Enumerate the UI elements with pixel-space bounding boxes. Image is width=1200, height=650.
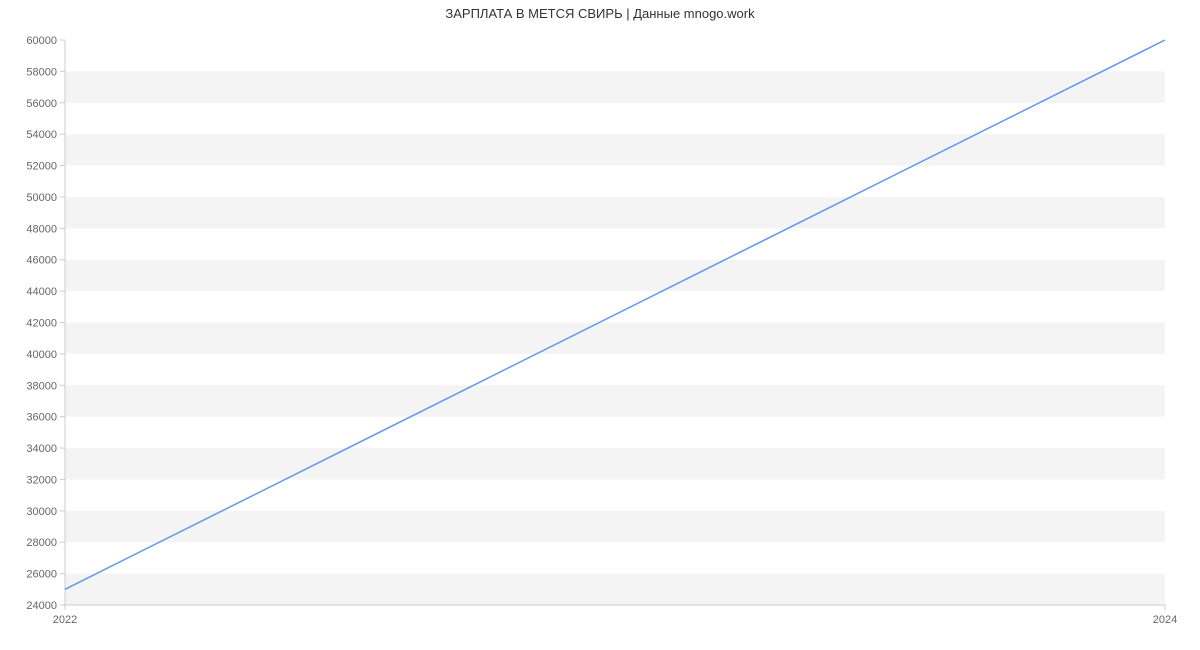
svg-text:26000: 26000 [26,569,57,581]
svg-text:48000: 48000 [26,223,57,235]
svg-text:34000: 34000 [26,443,57,455]
svg-text:38000: 38000 [26,380,57,392]
svg-text:36000: 36000 [26,412,57,424]
svg-text:32000: 32000 [26,474,57,486]
svg-text:54000: 54000 [26,129,57,141]
svg-text:58000: 58000 [26,66,57,78]
svg-text:46000: 46000 [26,255,57,267]
svg-text:24000: 24000 [26,600,57,612]
chart-title: ЗАРПЛАТА В МЕТСЯ СВИРЬ | Данные mnogo.wo… [0,6,1200,21]
svg-text:2022: 2022 [53,614,77,626]
svg-text:42000: 42000 [26,318,57,330]
svg-text:56000: 56000 [26,98,57,110]
chart-svg: 24000 26000 28000 30000 32000 34000 36000 38000… [0,0,1200,650]
svg-text:30000: 30000 [26,506,57,518]
svg-text:50000: 50000 [26,192,57,204]
svg-text:28000: 28000 [26,537,57,549]
svg-text:44000: 44000 [26,286,57,298]
svg-text:2024: 2024 [1153,614,1177,626]
svg-text:40000: 40000 [26,349,57,361]
salary-line-chart: ЗАРПЛАТА В МЕТСЯ СВИРЬ | Данные mnogo.wo… [0,0,1200,650]
svg-text:60000: 60000 [26,35,57,47]
svg-text:52000: 52000 [26,161,57,173]
